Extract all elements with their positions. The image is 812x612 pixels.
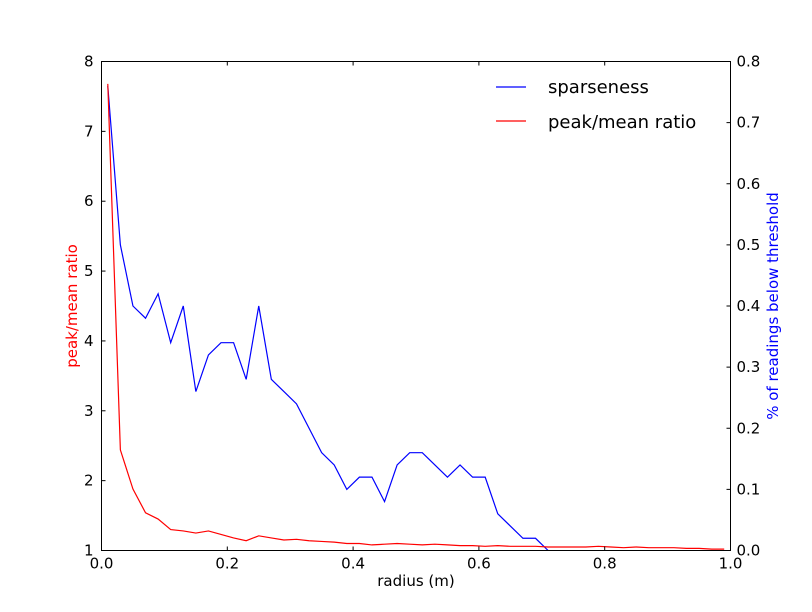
- right-y-tick-label: 0.3: [737, 358, 761, 376]
- series-layer: [107, 83, 725, 551]
- series-line-peak-mean-ratio: [107, 83, 725, 550]
- legend-label-sparseness: sparseness: [548, 77, 649, 98]
- legend-label-peak-mean-ratio: peak/mean ratio: [548, 112, 696, 133]
- right-y-tick-label: 0.2: [737, 419, 761, 437]
- ticks-layer: 0.0 0.2 0.4 0.6 0.8 1.0 1 2 3 4 5 6 7 8 0.0 0.1 0.2 0.3 0.…: [84, 53, 760, 573]
- x-tick-label: 0.0: [90, 555, 114, 573]
- left-y-tick-label: 6: [84, 192, 94, 210]
- x-tick-label: 0.6: [467, 555, 491, 573]
- x-tick-label: 0.8: [593, 555, 617, 573]
- series-sparseness: [107, 85, 549, 551]
- left-y-tick-label: 8: [84, 53, 94, 71]
- left-y-tick-label: 2: [84, 472, 94, 490]
- right-y-tick-label: 0.6: [737, 175, 761, 193]
- x-tick-label: 0.2: [215, 555, 239, 573]
- x-tick-label: 1.0: [719, 555, 743, 573]
- right-y-tick-label: 0.7: [737, 114, 761, 132]
- right-y-tick-label: 0.1: [737, 480, 761, 498]
- right-y-tick-label: 0.5: [737, 236, 761, 254]
- left-y-axis-label: peak/mean ratio: [63, 244, 81, 368]
- x-axis-label: radius (m): [377, 572, 454, 590]
- right-y-tick-label: 0.4: [737, 297, 761, 315]
- left-y-tick-label: 7: [84, 122, 94, 140]
- x-tick-label: 0.4: [341, 555, 365, 573]
- right-y-tick-label: 0.0: [737, 542, 761, 560]
- left-y-tick-label: 5: [84, 262, 94, 280]
- right-y-tick-label: 0.8: [737, 53, 761, 71]
- legend: sparseness peak/mean ratio: [496, 77, 696, 133]
- series-peak-mean-ratio: [107, 83, 725, 550]
- series-line-sparseness: [107, 85, 549, 551]
- left-y-tick-label: 1: [84, 542, 94, 560]
- right-y-axis-label: % of readings below threshold: [764, 192, 782, 420]
- left-y-tick-label: 3: [84, 402, 94, 420]
- left-y-tick-label: 4: [84, 332, 94, 350]
